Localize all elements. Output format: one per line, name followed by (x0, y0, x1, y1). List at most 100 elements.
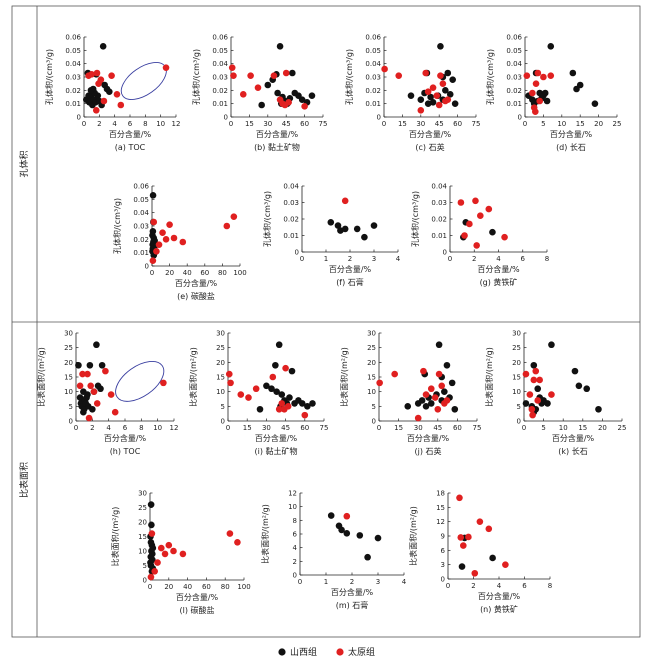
data-point-shanxi (548, 341, 555, 349)
data-point-shanxi (343, 530, 351, 537)
data-point-taiyuan (523, 72, 531, 79)
data-point-taiyuan (301, 411, 309, 419)
x-tick-label: 0 (74, 424, 78, 432)
data-point-taiyuan (111, 408, 119, 416)
panel-caption: (i) 黏土矿物 (254, 446, 297, 456)
x-tick-label: 60 (300, 120, 309, 128)
legend-label-shanxi: 山西组 (290, 646, 317, 658)
x-tick-label: 80 (221, 583, 230, 591)
chart-panel-4: 0 20 40 60 80 100 0 0.01 0.02 0.03 0.04 0.05 0.06 百分含… (112, 183, 247, 302)
x-axis-title: 百分含量/% (175, 278, 218, 288)
data-point-taiyuan (162, 64, 170, 71)
data-point-shanxi (418, 397, 426, 404)
data-point-shanxi (148, 521, 155, 529)
data-point-taiyuan (540, 73, 547, 81)
y-tick-label: 0.03 (133, 223, 149, 231)
data-point-taiyuan (439, 80, 447, 87)
y-tick-label: 10 (512, 388, 521, 396)
y-tick-label: 0.02 (212, 87, 228, 95)
data-point-taiyuan (282, 69, 290, 77)
x-tick-label: 45 (435, 120, 444, 128)
data-point-shanxi (427, 93, 434, 101)
y-tick-label: 0 (372, 418, 376, 426)
data-point-shanxi (99, 43, 107, 50)
y-tick-label: 0 (295, 249, 299, 257)
y-tick-label: 0.03 (283, 199, 299, 207)
chart-panel-5: 0 1 2 3 4 0 0.01 0.02 0.03 0.04 百分含量/% 孔体积/(cm³/g) (… (262, 183, 401, 288)
data-point-shanxi (583, 385, 591, 393)
x-tick-label: 8 (548, 582, 552, 590)
data-point-shanxi (489, 228, 496, 236)
y-tick-label: 9 (441, 533, 445, 541)
data-point-shanxi (522, 400, 530, 407)
y-tick-label: 0.03 (65, 74, 81, 82)
y-tick-label: 0.03 (506, 74, 522, 82)
x-tick-label: 0 (226, 424, 230, 432)
data-point-taiyuan (444, 96, 452, 103)
y-tick-label: 0.04 (365, 60, 381, 68)
x-tick-label: 10 (153, 424, 162, 432)
panel-caption: (l) 碳酸盐 (179, 605, 214, 615)
x-tick-label: 40 (183, 269, 192, 277)
y-tick-label: 10 (216, 388, 225, 396)
data-point-taiyuan (422, 391, 430, 398)
data-point-taiyuan (247, 72, 254, 79)
data-point-taiyuan (223, 222, 231, 230)
data-point-shanxi (444, 69, 452, 77)
y-tick-label: 0.01 (506, 100, 522, 108)
y-tick-label: 5 (372, 403, 376, 411)
x-tick-label: 2 (472, 255, 476, 263)
x-tick-label: 4 (496, 255, 501, 263)
chart-panel-9: 0 15 30 45 60 75051015202530百分含量/%比表面积/(m²/g)… (339, 330, 481, 457)
data-point-taiyuan (166, 221, 173, 228)
data-point-taiyuan (501, 233, 508, 241)
y-tick-label: 0 (517, 418, 521, 426)
data-point-taiyuan (526, 391, 534, 398)
y-tick-label: 0.02 (506, 87, 522, 95)
x-tick-label: 60 (202, 583, 211, 591)
x-tick-label: 60 (453, 424, 462, 432)
data-point-shanxi (89, 405, 96, 413)
data-point-shanxi (304, 403, 311, 410)
data-point-taiyuan (477, 212, 484, 219)
y-tick-label: 10 (64, 388, 73, 396)
x-tick-label: 30 (263, 120, 272, 128)
data-point-shanxi (441, 388, 448, 395)
x-tick-label: 15 (243, 424, 252, 432)
y-tick-label: 25 (64, 344, 73, 352)
data-point-taiyuan (529, 411, 536, 419)
y-tick-label: 3 (441, 561, 445, 569)
data-point-shanxi (272, 361, 279, 369)
data-point-taiyuan (239, 91, 247, 98)
data-point-taiyuan (148, 530, 156, 537)
y-axis-title: 孔体积/(cm³/g) (191, 49, 201, 105)
y-tick-label: 6 (293, 531, 298, 539)
chart-panel-1: 0 15 30 45 60 75 0 0.01 0.02 0.03 0.04 0.05 0.06 百分含量… (191, 34, 327, 153)
section-label-specific-surface: 比表面积 (18, 462, 30, 498)
y-tick-label: 0 (221, 418, 225, 426)
y-tick-label: 0.02 (133, 236, 149, 244)
data-point-taiyuan (90, 388, 98, 395)
data-point-taiyuan (485, 525, 493, 533)
data-point-taiyuan (457, 199, 465, 206)
x-axis-title: 百分含量/% (176, 592, 219, 602)
x-tick-label: 45 (281, 424, 290, 432)
data-point-taiyuan (282, 364, 289, 372)
x-tick-label: 15 (578, 424, 587, 432)
y-tick-label: 0.01 (133, 249, 149, 257)
data-point-shanxi (286, 394, 293, 401)
data-point-shanxi (264, 81, 272, 89)
data-point-shanxi (334, 222, 342, 229)
data-point-taiyuan (301, 103, 308, 110)
y-tick-label: 0.01 (365, 100, 381, 108)
data-point-taiyuan (547, 72, 555, 79)
y-tick-label: 0.06 (133, 183, 149, 191)
data-point-taiyuan (472, 197, 479, 205)
x-tick-label: 6 (128, 120, 133, 128)
data-point-shanxi (149, 232, 156, 239)
x-tick-label: 0 (82, 120, 86, 128)
x-axis-title: 百分含量/% (550, 129, 593, 139)
y-tick-label: 15 (64, 374, 73, 382)
y-tick-label: 30 (64, 330, 73, 338)
data-point-taiyuan (548, 391, 555, 398)
